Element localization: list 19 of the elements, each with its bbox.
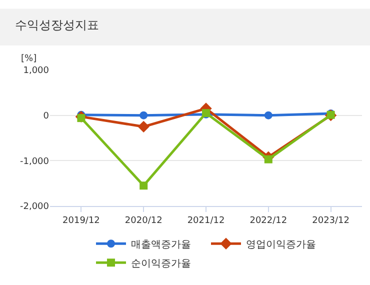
point	[140, 182, 148, 190]
x-tick-label: 2021/12	[187, 216, 225, 226]
legend-label: 영업이익증가율	[246, 240, 316, 251]
point	[264, 155, 272, 164]
x-tick-label: 2022/12	[250, 216, 288, 226]
chart-title: 수익성장성지표	[15, 18, 99, 32]
x-tick-label: 2019/12	[62, 216, 100, 226]
legend-label: 매출액증가율	[131, 240, 191, 251]
y-tick-label: 0	[43, 111, 50, 122]
point	[138, 120, 150, 133]
x-tick-label: 2023/12	[312, 216, 350, 226]
legend-label: 순이익증가율	[131, 258, 191, 270]
y-tick-label: 1,000	[23, 66, 50, 76]
y-tick-label: -2,000	[20, 202, 50, 212]
point	[140, 111, 148, 120]
point	[264, 111, 272, 120]
y-axis-title: [%]	[21, 54, 37, 64]
x-tick-label: 2020/12	[124, 216, 162, 226]
y-tick-label: -1,000	[20, 156, 50, 167]
